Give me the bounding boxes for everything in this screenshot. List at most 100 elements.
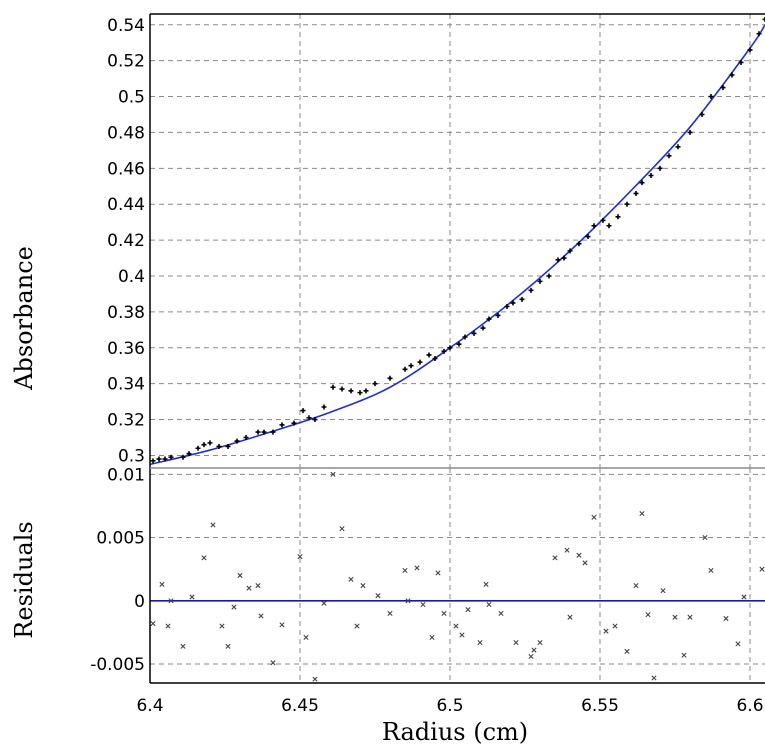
- residual-point: [735, 641, 741, 647]
- residual-point: [576, 552, 582, 558]
- bottom-y-tick-label: 0.01: [107, 465, 145, 485]
- data-point: [699, 111, 705, 117]
- x-tick-label: 6.5: [436, 696, 463, 716]
- residual-point: [603, 628, 609, 634]
- data-point: [306, 415, 312, 421]
- bottom-gridlines: [150, 468, 765, 683]
- residual-point: [246, 585, 252, 591]
- data-point: [156, 456, 162, 462]
- residual-point: [702, 534, 708, 541]
- bottom-y-tick-label: 0: [134, 592, 145, 612]
- residual-point: [498, 610, 504, 617]
- data-point: [675, 144, 681, 150]
- residual-point: [360, 583, 366, 589]
- data-point: [216, 443, 222, 449]
- residual-point: [708, 567, 714, 574]
- residual-point: [375, 593, 381, 599]
- data-point: [279, 422, 285, 428]
- residual-point: [567, 614, 573, 620]
- data-point: [528, 287, 534, 293]
- data-point: [633, 190, 639, 196]
- data-point: [186, 451, 192, 457]
- data-point: [756, 31, 762, 37]
- data-point: [720, 85, 726, 91]
- residual-point: [258, 613, 264, 619]
- residual-point: [354, 623, 360, 629]
- data-point: [471, 330, 477, 336]
- data-point: [261, 429, 267, 435]
- residual-point: [420, 601, 426, 608]
- top-y-tick-label: 0.44: [107, 195, 145, 215]
- bottom-residual-points: [150, 471, 765, 682]
- data-point: [372, 381, 378, 387]
- top-y-tick-label: 0.42: [107, 231, 145, 251]
- top-y-tick-label: 0.46: [107, 159, 145, 179]
- data-point: [666, 153, 672, 159]
- data-point: [225, 443, 231, 449]
- data-point: [168, 454, 174, 460]
- residual-point: [651, 675, 657, 681]
- data-point: [447, 345, 453, 351]
- residual-point: [201, 555, 207, 561]
- residual-point: [330, 471, 336, 477]
- data-point: [300, 408, 306, 414]
- residual-point: [552, 555, 558, 561]
- data-point: [624, 201, 630, 207]
- data-point: [657, 165, 663, 171]
- residual-point: [339, 526, 345, 532]
- data-point: [234, 438, 240, 444]
- top-y-tick-label: 0.34: [107, 375, 145, 395]
- residual-point: [429, 634, 435, 641]
- top-y-tick-label: 0.52: [107, 52, 145, 72]
- data-point: [357, 390, 363, 396]
- data-point: [648, 173, 654, 179]
- residual-point: [537, 639, 543, 646]
- residual-point: [564, 547, 570, 553]
- residual-point: [405, 598, 411, 604]
- residual-point: [477, 639, 483, 646]
- x-tick-label: 6.6: [736, 696, 763, 716]
- data-point: [456, 341, 462, 347]
- data-point: [348, 388, 354, 394]
- data-point: [180, 454, 186, 460]
- data-point: [738, 59, 744, 65]
- data-point: [408, 363, 414, 369]
- residual-point: [270, 660, 276, 666]
- residual-point: [219, 623, 225, 629]
- bottom-y-tick-label: -0.005: [90, 655, 145, 675]
- residual-point: [483, 581, 489, 587]
- residual-point: [231, 604, 237, 610]
- residual-point: [168, 598, 174, 604]
- data-point: [708, 94, 714, 100]
- data-point: [270, 429, 276, 435]
- data-point: [207, 440, 213, 446]
- residual-point: [435, 570, 441, 576]
- data-point: [339, 386, 345, 392]
- residual-point: [180, 643, 186, 649]
- residual-point: [612, 623, 618, 629]
- data-point: [387, 375, 393, 381]
- residual-point: [645, 612, 651, 618]
- data-point: [639, 180, 645, 186]
- residual-point: [591, 514, 597, 520]
- x-tick-label: 6.55: [581, 696, 619, 716]
- data-point: [762, 16, 765, 22]
- data-point: [561, 255, 567, 261]
- top-y-tick-label: 0.54: [107, 16, 145, 36]
- data-point: [402, 366, 408, 372]
- data-point: [510, 300, 516, 306]
- data-point: [546, 273, 552, 279]
- data-point: [615, 214, 621, 220]
- tick-labels: 6.4 6.45 6.5 6.55 6.6 0.3 0.32 0.34 0.36 0.38 0.4 0…: [90, 16, 763, 716]
- x-tick-label: 6.4: [136, 696, 163, 716]
- data-point: [330, 384, 336, 390]
- residual-point: [624, 648, 630, 654]
- residual-point: [387, 610, 393, 617]
- data-point: [321, 404, 327, 410]
- residual-point: [528, 653, 534, 660]
- residual-point: [687, 614, 693, 620]
- data-point: [417, 359, 423, 365]
- residual-point: [639, 510, 645, 517]
